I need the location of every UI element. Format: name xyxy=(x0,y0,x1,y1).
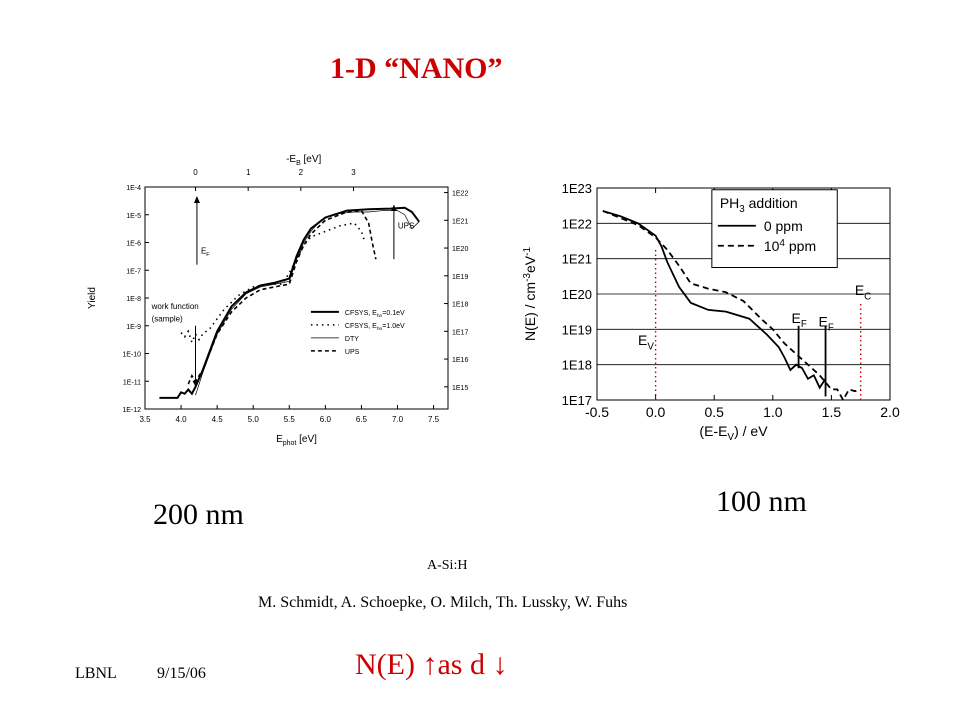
right-tick-label: 1E16 xyxy=(452,357,468,364)
y-tick-label: 1E-12 xyxy=(122,407,141,414)
y-tick-label: 1E17 xyxy=(562,393,592,408)
x-tick-label: 6.5 xyxy=(356,415,368,424)
legend-label: 0 ppm xyxy=(764,218,803,234)
legend-label: CFSYS, Ehn=0.1eV xyxy=(345,310,405,319)
y-tick-label: 1E-5 xyxy=(126,213,141,220)
material-caption: A-Si:H xyxy=(427,558,468,573)
ef1-label: EF xyxy=(792,310,807,330)
x-tick-label: 4.0 xyxy=(176,415,188,424)
conclusion-prefix: N(E) xyxy=(355,648,423,681)
x-tick-label: 4.5 xyxy=(212,415,224,424)
top-tick-label: 3 xyxy=(351,168,356,177)
x-tick-label: 6.0 xyxy=(320,415,332,424)
series-line-2 xyxy=(195,210,420,396)
slide-title: 1-D “NANO” xyxy=(330,52,503,85)
x-axis-label: Ephot [eV] xyxy=(276,434,317,447)
y-tick-label: 1E-11 xyxy=(123,379,141,386)
y-tick-label: 1E20 xyxy=(562,287,592,302)
top-tick-label: 0 xyxy=(193,168,198,177)
label-200nm: 200 nm xyxy=(153,498,244,531)
x-tick-label: 1.5 xyxy=(822,404,842,420)
top-tick-label: 2 xyxy=(299,168,304,177)
ec-label: EC xyxy=(855,282,871,302)
right-tick-label: 1E20 xyxy=(452,246,468,253)
footer-org: LBNL xyxy=(75,665,117,682)
conclusion-mid: as d xyxy=(437,648,493,681)
ef2-label: EF xyxy=(819,313,834,333)
x-tick-label: 2.0 xyxy=(880,404,900,420)
ups-label: UPS xyxy=(398,222,414,231)
right-tick-label: 1E19 xyxy=(452,274,468,281)
footer-date: 9/15/06 xyxy=(157,665,206,682)
y-tick-label: 1E18 xyxy=(562,358,592,373)
conclusion-text: N(E) ↑as d ↓ xyxy=(355,648,507,682)
x-tick-label: 0.0 xyxy=(646,404,666,420)
dos-chart: 1E17 1E18 1E19 1E20 1E21 1E22 1E23 -0.5 0.0 0.5 1.… xyxy=(522,181,900,443)
wf-arrow-head-icon xyxy=(192,380,199,387)
x-tick-label: -0.5 xyxy=(585,404,609,420)
work-function-sub-label: (sample) xyxy=(152,315,183,324)
y-tick-label: 1E-8 xyxy=(126,296,141,303)
legend-title: PH3 addition xyxy=(720,195,798,215)
ef-label: EF xyxy=(201,247,210,258)
yield-chart: 3.5 4.0 4.5 5.0 5.5 6.0 6.5 7.0 7.5 Ephot [eV] 0 1 2… xyxy=(87,154,468,447)
x-tick-label: 1.0 xyxy=(763,404,783,420)
x-axis-label: (E-EV) / eV xyxy=(699,423,768,443)
right-tick-label: 1E15 xyxy=(452,385,468,392)
legend-label: DTY xyxy=(345,336,359,343)
authors-caption: M. Schmidt, A. Schoepke, O. Milch, Th. L… xyxy=(258,594,628,611)
x-tick-label: 5.5 xyxy=(284,415,296,424)
series-line-1 xyxy=(180,222,366,345)
legend-label: 104 ppm xyxy=(764,238,816,254)
y-tick-label: 1E23 xyxy=(562,181,592,196)
y-tick-label: 1E22 xyxy=(562,216,592,231)
legend-label: UPS xyxy=(345,349,360,356)
right-tick-label: 1E21 xyxy=(452,218,468,225)
ev-label: EV xyxy=(638,332,654,352)
y-tick-label: 1E-7 xyxy=(126,268,141,275)
ef-arrow-head-icon xyxy=(193,196,200,203)
series-line-1 xyxy=(602,210,861,402)
right-tick-label: 1E17 xyxy=(452,329,468,336)
y-tick-label: 1E19 xyxy=(562,322,592,337)
arrow-up-icon: ↑ xyxy=(422,648,438,681)
top-axis-label: -EB [eV] xyxy=(286,154,321,167)
y-tick-label: 1E-6 xyxy=(126,241,141,248)
x-tick-label: 7.0 xyxy=(392,415,404,424)
x-tick-label: 3.5 xyxy=(139,415,151,424)
y-axis-label: Yield xyxy=(87,287,98,309)
x-tick-label: 0.5 xyxy=(704,404,724,420)
right-tick-label: 1E18 xyxy=(452,302,468,309)
y-tick-label: 1E-10 xyxy=(122,352,141,359)
legend-label: CFSYS, Ehn=1.0eV xyxy=(345,323,405,332)
x-tick-label: 5.0 xyxy=(248,415,260,424)
arrow-down-icon: ↓ xyxy=(492,648,508,681)
top-tick-label: 1 xyxy=(246,168,251,177)
work-function-label: work function xyxy=(151,302,199,311)
series-line-0 xyxy=(159,206,420,399)
y-tick-label: 1E-9 xyxy=(126,324,141,331)
series-line-3 xyxy=(187,209,377,385)
legend-box xyxy=(711,189,838,268)
label-100nm: 100 nm xyxy=(716,485,807,518)
plot-frame xyxy=(144,186,449,410)
y-tick-label: 1E21 xyxy=(562,252,592,267)
y-tick-label: 1E-4 xyxy=(126,185,141,192)
x-tick-label: 7.5 xyxy=(428,415,440,424)
y-axis-label: N(E) / cm-3eV-1 xyxy=(522,247,538,341)
ups-arrow-head-icon xyxy=(390,205,397,212)
right-tick-label: 1E22 xyxy=(452,191,468,198)
